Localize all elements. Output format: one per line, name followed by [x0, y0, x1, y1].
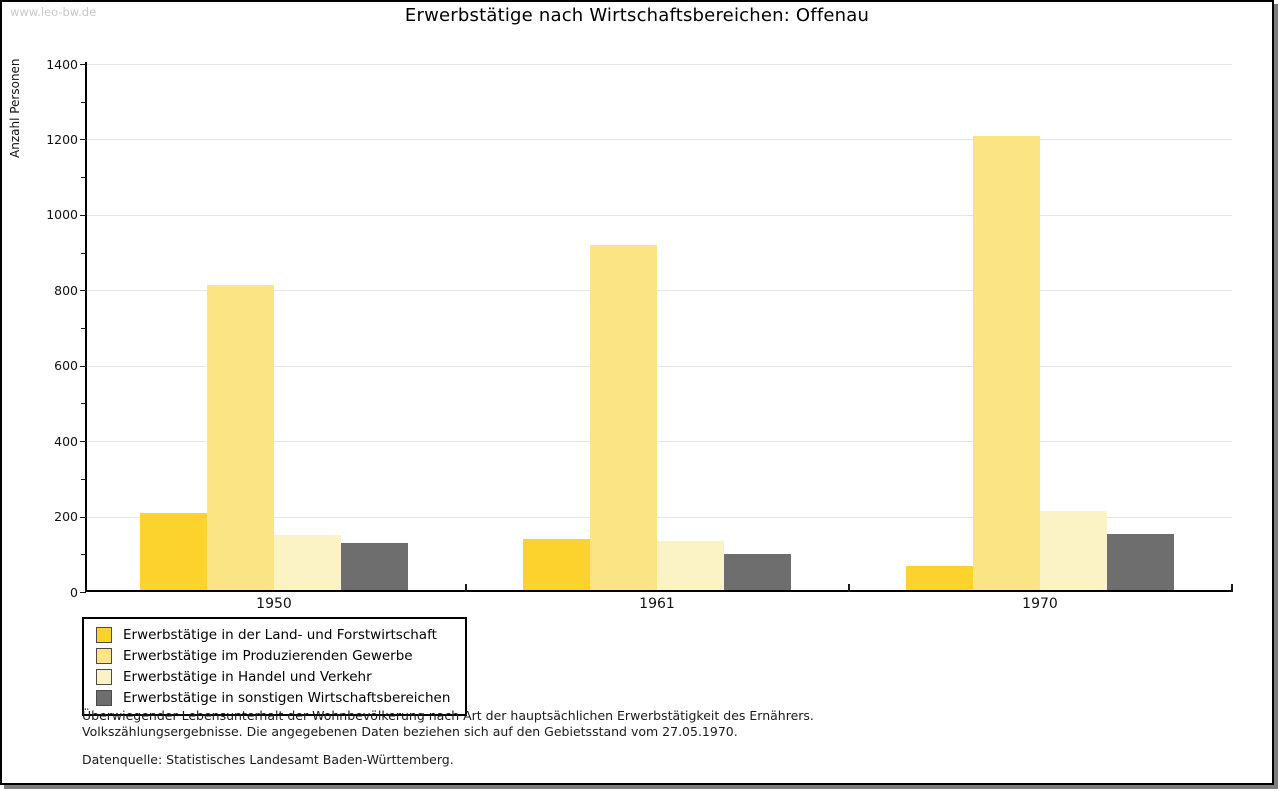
gridline-800 [87, 290, 1232, 292]
y-tick-label-200: 200 [54, 509, 78, 525]
y-tick-800 [80, 290, 86, 292]
x-category-label-1950: 1950 [256, 596, 292, 612]
legend-rows: Erwerbstätige in der Land- und Forstwirt… [96, 624, 465, 708]
footnote-line-1: Überwiegender Lebensunterhalt der Wohnbe… [82, 708, 814, 723]
chart-title: Erwerbstätige nach Wirtschaftsbereichen:… [404, 5, 870, 26]
bar-1970-series-4 [1107, 533, 1174, 592]
y-tick-label-1200: 1200 [46, 131, 78, 147]
legend-item-3: Erwerbstätige in Handel und Verkehr [96, 666, 465, 687]
bar-1970-series-1 [906, 565, 973, 592]
bar-1950-series-2 [207, 284, 274, 592]
y-tick-0 [80, 592, 86, 593]
y-axis-line [85, 62, 87, 591]
y-minortick-100 [81, 554, 86, 556]
y-minortick-300 [81, 478, 86, 480]
y-tick-label-0: 0 [70, 584, 78, 600]
legend-swatch-2 [96, 647, 112, 664]
y-minortick-700 [81, 328, 86, 329]
legend-label-4: Erwerbstätige in sonstigen Wirtschaftsbe… [123, 689, 451, 706]
legend-label-3: Erwerbstätige in Handel und Verkehr [123, 668, 372, 685]
bar-1961-series-2 [590, 245, 657, 592]
bar-1961-series-4 [724, 554, 791, 592]
x-tick-0 [464, 584, 467, 592]
y-tick-label-1000: 1000 [46, 207, 78, 223]
gridline-400 [87, 441, 1232, 443]
bar-1950-series-3 [274, 535, 341, 592]
data-source-note: Datenquelle: Statistisches Landesamt Bad… [82, 752, 454, 767]
y-tick-200 [80, 516, 86, 518]
x-category-label-1961: 1961 [639, 596, 675, 612]
y-minortick-1300 [81, 101, 86, 103]
gridline-200 [87, 516, 1232, 518]
gridline-600 [87, 365, 1232, 367]
y-minortick-1100 [81, 177, 86, 179]
footnote-line-2: Volkszählungsergebnisse. Die angegebenen… [82, 723, 738, 739]
bar-1950-series-1 [140, 512, 207, 592]
y-tick-label-600: 600 [54, 358, 78, 374]
y-tick-label-800: 800 [54, 282, 78, 298]
x-tick-2 [1230, 584, 1233, 592]
legend-swatch-4 [96, 689, 112, 706]
bar-1950-series-4 [341, 542, 408, 592]
y-minortick-500 [81, 403, 86, 405]
gridline-1400 [87, 64, 1232, 65]
legend-item-4: Erwerbstätige in sonstigen Wirtschaftsbe… [96, 687, 465, 708]
y-minortick-900 [81, 252, 86, 254]
legend-label-1: Erwerbstätige in der Land- und Forstwirt… [123, 626, 437, 643]
y-tick-400 [80, 441, 86, 443]
legend-swatch-1 [96, 626, 112, 643]
watermark: www.leo-bw.de [10, 5, 97, 19]
legend-label-2: Erwerbstätige im Produzierenden Gewerbe [123, 647, 413, 664]
y-axis-label: Anzahl Personen [8, 58, 22, 158]
legend-box: Erwerbstätige in der Land- und Forstwirt… [82, 617, 467, 716]
legend-swatch-3 [96, 668, 112, 685]
legend-item-1: Erwerbstätige in der Land- und Forstwirt… [96, 624, 465, 645]
y-tick-600 [80, 365, 86, 367]
y-tick-1400 [80, 64, 86, 65]
y-tick-label-1400: 1400 [46, 56, 78, 72]
bar-1961-series-3 [657, 541, 724, 592]
bar-1961-series-1 [523, 539, 590, 592]
y-tick-1000 [80, 214, 86, 216]
x-category-label-1970: 1970 [1022, 596, 1058, 612]
x-axis-line [85, 590, 1232, 592]
gridline-1200 [87, 139, 1232, 141]
y-tick-label-400: 400 [54, 433, 78, 449]
bar-1970-series-2 [973, 135, 1040, 592]
gridline-1000 [87, 214, 1232, 216]
legend-item-2: Erwerbstätige im Produzierenden Gewerbe [96, 645, 465, 666]
bar-1970-series-3 [1040, 510, 1107, 592]
footnote: Überwiegender Lebensunterhalt der Wohnbe… [82, 708, 814, 739]
x-tick-1 [847, 584, 850, 592]
y-tick-1200 [80, 139, 86, 141]
